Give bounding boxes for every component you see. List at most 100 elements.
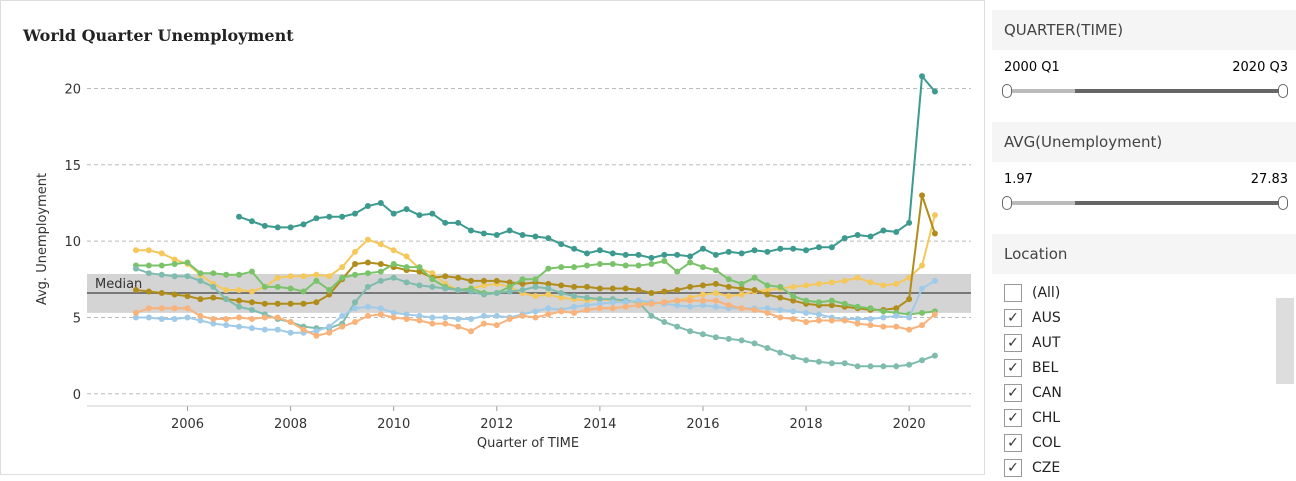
slider-track[interactable] <box>1006 89 1282 93</box>
data-point <box>171 315 178 322</box>
data-point <box>468 277 475 284</box>
data-point <box>635 302 642 309</box>
data-point <box>725 248 732 255</box>
data-point <box>390 314 397 321</box>
data-point <box>751 274 758 281</box>
data-point <box>712 251 719 258</box>
data-point <box>880 282 887 289</box>
data-point <box>738 291 745 298</box>
location-label: (All) <box>1032 284 1061 301</box>
data-point <box>287 224 294 231</box>
location-item[interactable]: ✓ CAN <box>992 380 1296 405</box>
slider-handle[interactable] <box>1002 196 1012 210</box>
data-point <box>596 300 603 307</box>
data-point <box>751 247 758 254</box>
location-item[interactable]: (All) <box>992 280 1296 305</box>
data-point <box>583 262 590 269</box>
data-point <box>687 297 694 304</box>
data-point <box>712 267 719 274</box>
filter-body: 2000 Q1 2020 Q3 <box>992 50 1296 114</box>
data-point <box>364 203 371 210</box>
data-point <box>236 213 243 220</box>
data-point <box>777 283 784 290</box>
data-point <box>777 349 784 356</box>
data-point <box>364 236 371 243</box>
data-point <box>506 288 513 295</box>
location-item[interactable]: ✓ CHL <box>992 405 1296 430</box>
x-tick-label: 2014 <box>583 417 616 432</box>
data-point <box>777 306 784 313</box>
data-point <box>893 323 900 330</box>
data-point <box>609 285 616 292</box>
checkbox[interactable]: ✓ <box>1004 358 1022 377</box>
checkbox[interactable]: ✓ <box>1004 433 1022 452</box>
location-item[interactable]: ✓ BEL <box>992 355 1296 380</box>
data-point <box>145 247 152 254</box>
data-point <box>815 317 822 324</box>
checkbox[interactable]: ✓ <box>1004 458 1022 477</box>
data-point <box>339 312 346 319</box>
data-point <box>919 285 926 292</box>
slider-handle[interactable] <box>1278 84 1288 98</box>
checkbox[interactable] <box>1004 283 1022 302</box>
data-point <box>919 322 926 329</box>
slider-handle[interactable] <box>1002 84 1012 98</box>
data-point <box>326 323 333 330</box>
checkbox[interactable]: ✓ <box>1004 408 1022 427</box>
data-point <box>648 254 655 261</box>
data-point <box>506 279 513 286</box>
checkbox[interactable]: ✓ <box>1004 333 1022 352</box>
data-point <box>919 262 926 269</box>
data-point <box>519 232 526 239</box>
data-point <box>764 248 771 255</box>
location-item[interactable]: ✓ CZE <box>992 455 1296 480</box>
data-point <box>403 279 410 286</box>
data-point <box>197 277 204 284</box>
data-point <box>364 283 371 290</box>
x-axis-label: Quarter of TIME <box>477 436 579 451</box>
data-point <box>287 285 294 292</box>
data-point <box>248 268 255 275</box>
data-point <box>777 314 784 321</box>
data-point <box>158 290 165 297</box>
data-point <box>455 274 462 281</box>
data-point <box>223 296 230 303</box>
data-point <box>377 199 384 206</box>
data-point <box>429 314 436 321</box>
data-point <box>583 250 590 257</box>
filter-title: QUARTER(TIME) <box>992 10 1296 50</box>
location-item[interactable]: ✓ COL <box>992 430 1296 455</box>
data-point <box>712 334 719 341</box>
data-point <box>364 259 371 266</box>
data-point <box>248 315 255 322</box>
data-point <box>648 312 655 319</box>
data-point <box>145 270 152 277</box>
data-point <box>699 331 706 338</box>
data-point <box>893 312 900 319</box>
data-point <box>699 282 706 289</box>
data-point <box>468 328 475 335</box>
data-point <box>635 251 642 258</box>
data-point <box>712 303 719 310</box>
slider-track[interactable] <box>1006 201 1282 205</box>
data-point <box>339 274 346 281</box>
data-point <box>313 215 320 222</box>
data-point <box>571 303 578 310</box>
data-point <box>390 247 397 254</box>
data-point <box>699 302 706 309</box>
data-point <box>609 250 616 257</box>
data-point <box>583 302 590 309</box>
y-tick-label: 5 <box>73 311 81 326</box>
data-point <box>377 277 384 284</box>
location-item[interactable]: ✓ AUS <box>992 305 1296 330</box>
data-point <box>171 305 178 312</box>
location-item[interactable]: ✓ AUT <box>992 330 1296 355</box>
data-point <box>596 285 603 292</box>
checkbox[interactable]: ✓ <box>1004 308 1022 327</box>
data-point <box>223 286 230 293</box>
slider-handle[interactable] <box>1278 196 1288 210</box>
data-point <box>300 288 307 295</box>
checkbox[interactable]: ✓ <box>1004 383 1022 402</box>
data-point <box>674 251 681 258</box>
data-point <box>777 245 784 252</box>
